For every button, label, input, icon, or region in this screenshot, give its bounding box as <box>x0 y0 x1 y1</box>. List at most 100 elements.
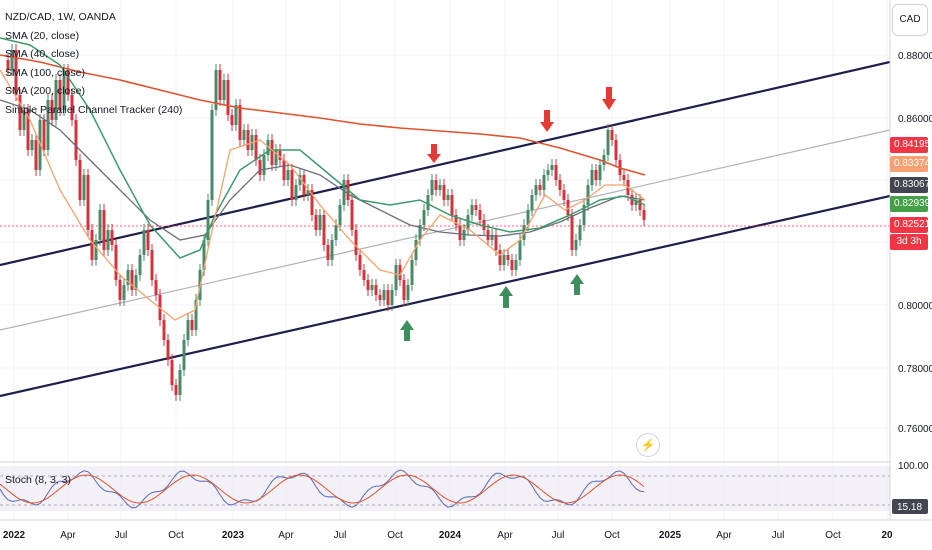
sma20-line <box>0 69 646 321</box>
candle-body <box>434 180 438 190</box>
candle-body <box>322 215 326 245</box>
candle-body <box>366 280 370 290</box>
candle-body <box>530 195 534 210</box>
time-tick-label: Oct <box>825 530 841 541</box>
candle-body <box>334 225 338 240</box>
legend-sma20[interactable]: SMA (20, close) <box>5 29 80 42</box>
candle-body <box>190 320 194 330</box>
candle-body <box>286 170 290 180</box>
candle-body <box>278 150 282 160</box>
candle-body <box>122 285 126 300</box>
candle-body <box>566 200 570 215</box>
candle-body <box>54 80 58 120</box>
time-tick-label: Apr <box>716 530 732 541</box>
sma40-line <box>0 37 646 259</box>
candle-body <box>282 160 286 180</box>
time-axis[interactable]: 2022 Apr Jul Oct 2023 Apr Jul Oct 2024 Apr Jul Oct 2… <box>3 530 893 541</box>
legend-channel[interactable]: Simple Parallel Channel Tracker (240) <box>5 103 183 116</box>
candle-body <box>170 360 174 385</box>
candle-body <box>214 70 218 110</box>
time-tick-label: Apr <box>497 530 513 541</box>
candle-body <box>622 175 626 180</box>
candle-body <box>418 225 422 240</box>
price-tick-label: 0.88000 <box>898 51 932 62</box>
candle-body <box>450 195 454 215</box>
candle-body <box>630 195 634 205</box>
candle-body <box>166 340 170 360</box>
candle-body <box>162 320 166 340</box>
candle-body <box>138 255 142 275</box>
candle-body <box>586 185 590 205</box>
candle-body <box>38 120 42 170</box>
price-tag: 0.83067 <box>890 177 930 193</box>
candle-body <box>258 160 262 175</box>
time-tick-label: 2023 <box>222 530 245 541</box>
candle-body <box>134 275 138 290</box>
time-tick-label: Apr <box>278 530 294 541</box>
candle-body <box>70 95 74 120</box>
candle-body <box>110 230 114 245</box>
candle-body <box>398 265 402 280</box>
candle-body <box>610 130 614 140</box>
stoch-value-tag <box>892 499 928 514</box>
sell-arrow <box>540 110 554 132</box>
candle-body <box>634 200 638 205</box>
candle-body <box>102 210 106 250</box>
candle-body <box>514 260 518 270</box>
candle-body <box>98 210 102 240</box>
candle-body <box>490 235 494 240</box>
candle-body <box>14 50 18 95</box>
candle-body <box>590 170 594 185</box>
stoch-legend[interactable]: Stoch (8, 3, 3) <box>5 474 71 486</box>
candle-body <box>330 240 334 260</box>
buy-arrow <box>570 274 584 295</box>
candle-body <box>534 185 538 195</box>
candle-body <box>230 115 234 125</box>
candle-body <box>498 250 502 265</box>
candle-body <box>254 135 258 160</box>
legend-symbol[interactable]: NZD/CAD, 1W, OANDA <box>5 11 116 23</box>
candle-body <box>394 265 398 290</box>
candle-body <box>370 285 374 290</box>
channel-middle-line <box>0 129 891 331</box>
legend-sma100[interactable]: SMA (100, close) <box>5 66 85 79</box>
candle-body <box>358 255 362 270</box>
candle-body <box>218 70 222 100</box>
candle-body <box>90 230 94 260</box>
candle-body <box>210 110 214 200</box>
candle-body <box>234 105 238 125</box>
legend-sma40[interactable]: SMA (40, close) <box>5 48 80 61</box>
candle-body <box>638 200 642 210</box>
candle-body <box>354 230 358 255</box>
candle-body <box>306 190 310 195</box>
candle-body <box>606 130 610 155</box>
price-axis[interactable]: 0.88000 0.86000 0.80000 0.78000 0.76000 100.0… <box>892 51 932 514</box>
candle-body <box>578 225 582 240</box>
grid <box>0 0 890 520</box>
candle-body <box>546 170 550 175</box>
price-tick-label: 0.78000 <box>898 364 932 375</box>
candle-body <box>598 165 602 180</box>
candle-body <box>314 215 318 230</box>
lightning-icon[interactable]: ⚡ <box>636 433 660 457</box>
legend-sma200[interactable]: SMA (200, close) <box>5 85 85 98</box>
candle-body <box>510 260 514 270</box>
candle-body <box>18 95 22 130</box>
price-tag: 0.82939 <box>890 196 930 212</box>
candle-body <box>186 320 190 340</box>
candle-body <box>50 100 54 120</box>
candle-body <box>410 260 414 285</box>
candle-body <box>238 105 242 140</box>
indicator-legend: NZD/CAD, 1W, OANDA SMA (20, close) SMA (… <box>5 8 182 120</box>
candle-body <box>22 110 26 130</box>
candle-body <box>342 180 346 205</box>
candle-body <box>142 230 146 255</box>
candle-body <box>426 195 430 210</box>
candle-body <box>390 290 394 305</box>
candle-body <box>194 300 198 330</box>
candle-body <box>386 290 390 305</box>
currency-button[interactable]: CAD <box>892 4 928 36</box>
candle-body <box>154 280 158 295</box>
time-tick-label: Oct <box>604 530 620 541</box>
